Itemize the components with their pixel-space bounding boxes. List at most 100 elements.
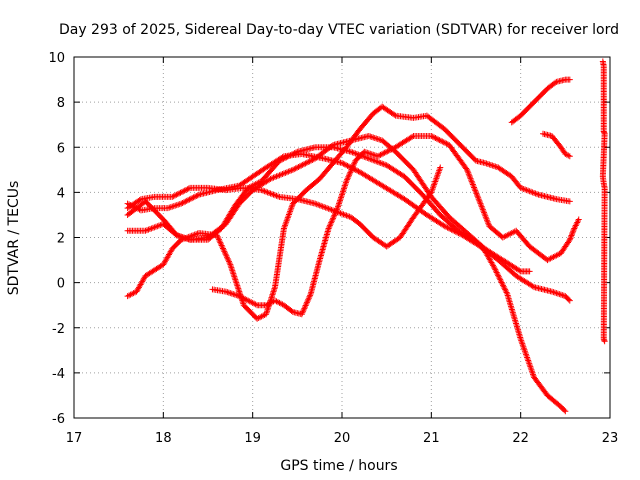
data-point (193, 193, 200, 200)
y-tick-label: -6 (52, 412, 65, 427)
data-point (178, 200, 185, 207)
data-point (465, 169, 472, 176)
data-point (288, 307, 295, 314)
data-point (213, 232, 220, 239)
data-point (216, 238, 223, 245)
data-point (441, 223, 448, 230)
data-point (187, 233, 194, 240)
data-point (346, 172, 353, 179)
data-point (225, 258, 232, 265)
data-point (325, 205, 332, 212)
data-point (378, 151, 385, 158)
data-point (466, 174, 473, 181)
y-tick-label: 8 (57, 96, 65, 111)
data-point (491, 265, 498, 272)
data-point (437, 164, 444, 171)
data-point (175, 232, 182, 239)
data-point (376, 159, 383, 166)
data-point (339, 160, 345, 167)
data-point (364, 154, 371, 161)
data-point (389, 145, 396, 152)
data-layer (124, 58, 608, 415)
data-point (567, 235, 574, 242)
data-point (371, 157, 378, 164)
data-point (188, 232, 195, 239)
data-point (569, 229, 576, 236)
data-point (494, 270, 501, 277)
data-point (276, 157, 283, 164)
data-point (177, 189, 184, 196)
data-point (502, 288, 509, 295)
data-point (269, 191, 276, 198)
data-point (340, 211, 347, 218)
data-point (503, 289, 510, 296)
data-point (473, 191, 480, 198)
data-point (469, 180, 476, 187)
data-point (191, 231, 198, 238)
data-point (500, 282, 507, 289)
data-point (387, 147, 394, 154)
data-point (347, 148, 354, 155)
data-point (347, 167, 354, 174)
chart-title: Day 293 of 2025, Sidereal Day-to-day VTE… (59, 22, 619, 38)
data-point (472, 188, 479, 195)
data-point (365, 132, 372, 139)
data-point (370, 157, 377, 164)
y-tick-label: 2 (57, 232, 65, 247)
data-point (467, 175, 474, 182)
data-point (330, 213, 337, 220)
data-point (367, 133, 374, 140)
data-point (298, 311, 305, 318)
data-point (349, 163, 356, 170)
data-point (231, 291, 238, 298)
data-point (284, 153, 291, 160)
data-point (484, 161, 491, 168)
plot-frame (73, 56, 611, 419)
data-point (267, 190, 274, 197)
data-point (347, 169, 354, 176)
data-point (291, 150, 298, 157)
data-point (483, 160, 490, 167)
data-point (432, 135, 439, 142)
data-point (476, 197, 483, 204)
data-point (566, 76, 573, 83)
data-point (331, 210, 338, 217)
data-point (173, 202, 180, 209)
data-point (286, 168, 293, 175)
data-point (499, 280, 506, 287)
data-point (189, 195, 196, 202)
data-point (186, 196, 193, 203)
data-point (471, 184, 478, 191)
data-point (283, 154, 290, 161)
data-point (433, 135, 440, 142)
data-point (473, 190, 480, 197)
data-point (295, 163, 302, 170)
data-point (365, 155, 372, 162)
data-point (354, 167, 361, 174)
data-point (290, 150, 297, 157)
data-point (556, 291, 563, 298)
data-point (217, 241, 224, 248)
data-point (179, 236, 186, 243)
data-point (304, 298, 311, 305)
data-point (219, 245, 226, 252)
data-point (575, 216, 582, 223)
data-point (344, 162, 351, 169)
data-point (279, 171, 286, 178)
data-point (345, 173, 352, 180)
data-point (497, 276, 504, 283)
data-point (136, 197, 143, 204)
data-point (300, 308, 307, 315)
data-point (183, 186, 190, 193)
data-point (443, 223, 450, 230)
data-point (469, 181, 476, 188)
series-pass-6 (209, 132, 582, 318)
data-point (529, 283, 536, 290)
data-point (442, 139, 449, 146)
data-point (146, 226, 153, 233)
data-point (373, 135, 380, 142)
data-point (361, 148, 368, 155)
data-point (273, 192, 280, 199)
data-point (561, 407, 568, 414)
data-point (267, 175, 274, 182)
